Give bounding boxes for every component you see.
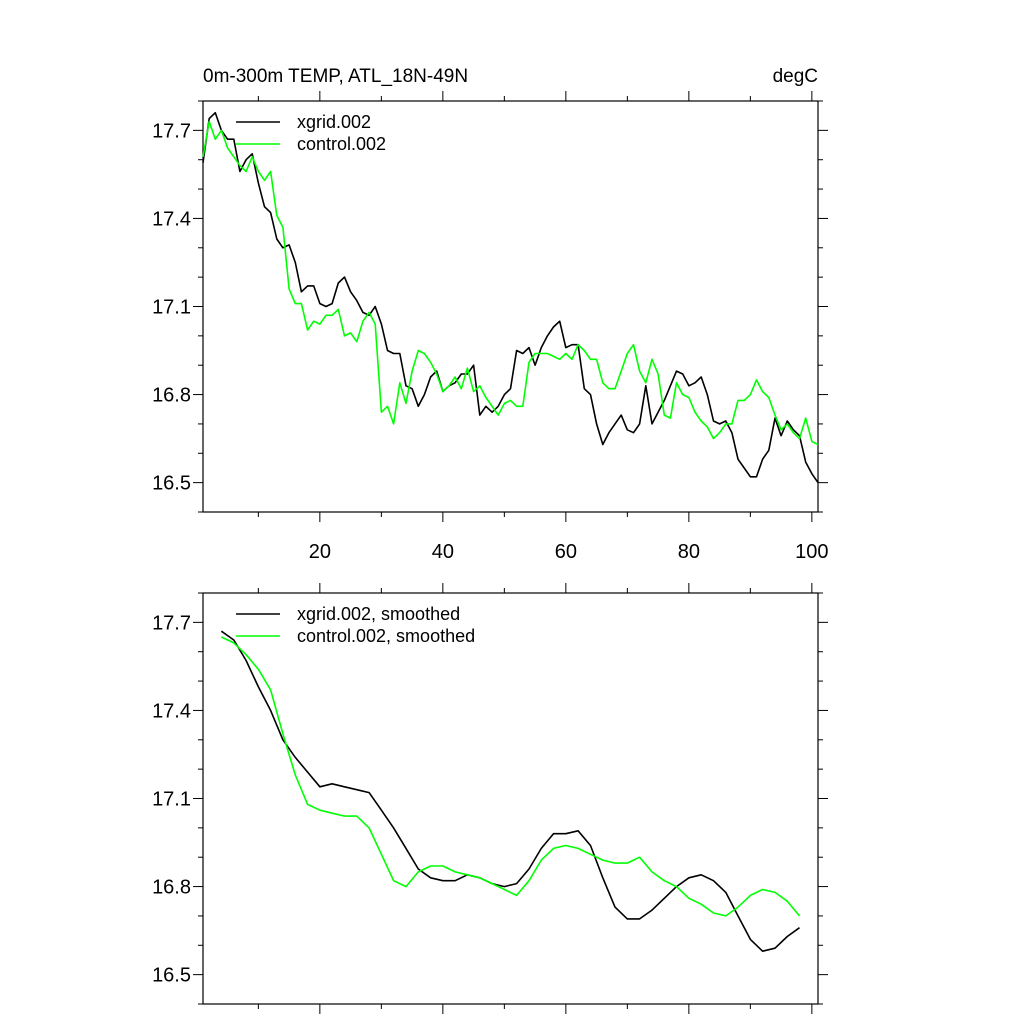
y-tick-label: 17.4 xyxy=(152,208,191,230)
legend-label: xgrid.002, smoothed xyxy=(297,604,460,624)
series-line-1 xyxy=(221,636,801,917)
x-tick-label: 100 xyxy=(795,541,828,563)
units-label: degC xyxy=(773,66,818,87)
plot-frame xyxy=(202,592,819,1005)
series-line-0 xyxy=(220,630,800,953)
plot-frame xyxy=(202,100,819,513)
y-tick-label: 16.8 xyxy=(152,877,191,899)
x-tick-label: 60 xyxy=(555,541,577,563)
legend-label: control.002 xyxy=(297,134,386,154)
y-tick-label: 16.5 xyxy=(152,473,191,495)
y-tick-label: 17.1 xyxy=(152,789,191,811)
x-tick-label: 20 xyxy=(309,541,331,563)
series-line-0 xyxy=(202,111,819,484)
top-panel: 16.5 16.8 17.1 17.4 17.7 20 40 60 80 100 0m-300m T… xyxy=(152,66,828,563)
x-tick-label: 80 xyxy=(678,541,700,563)
y-tick-label: 17.7 xyxy=(152,120,191,142)
x-tick-label: 40 xyxy=(432,541,454,563)
series-line-1 xyxy=(202,120,819,446)
chart-title: 0m-300m TEMP, ATL_18N-49N xyxy=(203,66,468,87)
y-tick-label: 17.7 xyxy=(152,612,191,634)
y-tick-label: 17.4 xyxy=(152,700,191,722)
y-tick-label: 16.8 xyxy=(152,385,191,407)
y-tick-label: 17.1 xyxy=(152,297,191,319)
legend-label: xgrid.002 xyxy=(297,112,371,132)
bottom-panel: 16.5 16.8 17.1 17.4 17.7 xgrid.002, smoothedc… xyxy=(152,583,828,1014)
legend-label: control.002, smoothed xyxy=(297,626,475,646)
y-tick-label: 16.5 xyxy=(152,965,191,987)
